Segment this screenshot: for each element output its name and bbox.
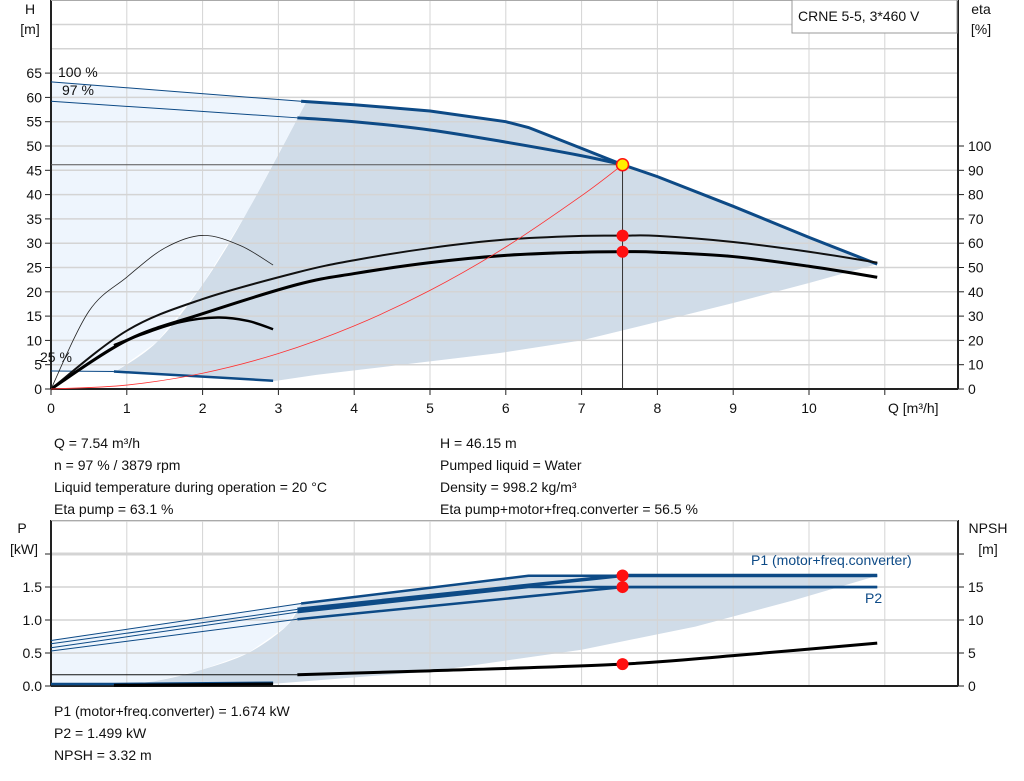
info-p1: P1 (motor+freq.converter) = 1.674 kW bbox=[54, 703, 290, 719]
h-tick-label: 65 bbox=[26, 65, 42, 81]
p2-series-label: P2 bbox=[865, 590, 882, 606]
eta-total-min-curve bbox=[113, 316, 274, 347]
npsh-tick-label: 15 bbox=[968, 579, 984, 595]
info-density: Density = 998.2 kg/m³ bbox=[440, 479, 577, 495]
q-tick-label: 10 bbox=[801, 400, 817, 416]
system-curve bbox=[50, 164, 623, 390]
power-curve-thin-P1_100 bbox=[50, 603, 302, 641]
curve-label-25: 25 % bbox=[40, 349, 72, 365]
eta-tick-label: 0 bbox=[968, 381, 976, 397]
p-tick-label: 0.5 bbox=[23, 645, 43, 661]
h-curve-25 bbox=[113, 370, 274, 382]
q-tick-label: 6 bbox=[502, 400, 510, 416]
info-eta-pump: Eta pump = 63.1 % bbox=[54, 501, 174, 517]
h-tick-label: 30 bbox=[26, 235, 42, 251]
npsh-min-curve bbox=[113, 682, 274, 687]
h-tick-label: 45 bbox=[26, 162, 42, 178]
eta-axis-label: eta bbox=[971, 1, 991, 17]
eta-tick-label: 50 bbox=[968, 260, 984, 276]
eta-pump-curve bbox=[50, 234, 878, 390]
npsh-axis-unit: [m] bbox=[978, 541, 997, 557]
q-tick-label: 9 bbox=[729, 400, 737, 416]
eta-tick-label: 20 bbox=[968, 332, 984, 348]
info-h: H = 46.15 m bbox=[440, 435, 517, 451]
h-tick-label: 40 bbox=[26, 187, 42, 203]
h-tick-label: 50 bbox=[26, 138, 42, 154]
power-light-region bbox=[51, 603, 302, 686]
q-axis-label: Q [m³/h] bbox=[888, 400, 939, 416]
eta-total-marker bbox=[616, 245, 629, 258]
h-curve-25-thin bbox=[50, 370, 114, 372]
npsh-tick-label: 10 bbox=[968, 612, 984, 628]
p-axis-label: P bbox=[17, 520, 26, 536]
p-tick-label: 1.0 bbox=[23, 612, 43, 628]
npsh-tick-label: 0 bbox=[968, 678, 976, 694]
eta-total-curve bbox=[50, 250, 878, 391]
info-temperature: Liquid temperature during operation = 20… bbox=[54, 479, 327, 495]
h-tick-label: 60 bbox=[26, 89, 42, 105]
h-axis-unit: [m] bbox=[20, 21, 39, 37]
p1-series-label: P1 (motor+freq.converter) bbox=[751, 552, 912, 568]
p-tick-label: 0.0 bbox=[23, 678, 43, 694]
q-tick-label: 2 bbox=[199, 400, 207, 416]
speed-range-light-region bbox=[51, 81, 307, 373]
h-tick-label: 35 bbox=[26, 211, 42, 227]
info-speed: n = 97 % / 3879 rpm bbox=[54, 457, 181, 473]
p2-marker bbox=[616, 581, 629, 594]
p-axis-unit: [kW] bbox=[10, 541, 38, 557]
eta-tick-label: 40 bbox=[968, 284, 984, 300]
h-tick-label: 10 bbox=[26, 332, 42, 348]
power-curve-thin-P2_100 bbox=[50, 611, 298, 649]
q-tick-label: 0 bbox=[47, 400, 55, 416]
eta-tick-label: 90 bbox=[968, 162, 984, 178]
h-tick-label: 20 bbox=[26, 284, 42, 300]
q-tick-label: 8 bbox=[654, 400, 662, 416]
eta-pump-min-curve bbox=[50, 235, 274, 390]
p-tick-label: 1.5 bbox=[23, 579, 43, 595]
npsh-tick-label: 5 bbox=[968, 645, 976, 661]
eta-axis-unit: [%] bbox=[971, 21, 991, 37]
eta-tick-label: 70 bbox=[968, 211, 984, 227]
info-liquid: Pumped liquid = Water bbox=[440, 457, 582, 473]
eta-tick-label: 100 bbox=[968, 138, 992, 154]
q-tick-label: 1 bbox=[123, 400, 131, 416]
eta-tick-label: 80 bbox=[968, 187, 984, 203]
info-p2: P2 = 1.499 kW bbox=[54, 725, 147, 741]
duty-info-right: H = 46.15 m Pumped liquid = Water Densit… bbox=[440, 432, 698, 520]
info-npsh: NPSH = 3.32 m bbox=[54, 747, 152, 763]
eta-tick-label: 60 bbox=[968, 235, 984, 251]
h-tick-label: 0 bbox=[34, 381, 42, 397]
h-curve-97 bbox=[297, 116, 623, 167]
h-tick-label: 15 bbox=[26, 308, 42, 324]
duty-info-left: Q = 7.54 m³/h n = 97 % / 3879 rpm Liquid… bbox=[54, 432, 327, 520]
q-tick-label: 3 bbox=[275, 400, 283, 416]
duty-point-marker bbox=[615, 157, 630, 172]
curve-label-97: 97 % bbox=[62, 82, 94, 98]
eta-pump-marker bbox=[616, 229, 629, 242]
q-tick-label: 4 bbox=[350, 400, 358, 416]
q-tick-label: 7 bbox=[578, 400, 586, 416]
h-tick-label: 5 bbox=[34, 357, 42, 373]
eta-tick-label: 30 bbox=[968, 308, 984, 324]
h-curve-100 bbox=[301, 99, 878, 266]
h-curve-97-thin bbox=[50, 100, 298, 119]
power-curve-thin-P1_97 bbox=[50, 608, 298, 645]
h-axis-label: H bbox=[25, 1, 35, 17]
curve-label-100: 100 % bbox=[58, 64, 98, 80]
power-info: P1 (motor+freq.converter) = 1.674 kW P2 … bbox=[54, 700, 290, 766]
h-tick-label: 55 bbox=[26, 114, 42, 130]
eta-tick-label: 10 bbox=[968, 357, 984, 373]
p1-marker bbox=[616, 569, 629, 582]
npsh-marker bbox=[616, 658, 629, 671]
h-tick-label: 25 bbox=[26, 260, 42, 276]
info-q: Q = 7.54 m³/h bbox=[54, 435, 140, 451]
info-eta-total: Eta pump+motor+freq.converter = 56.5 % bbox=[440, 501, 698, 517]
chart-title: CRNE 5-5, 3*460 V bbox=[798, 8, 920, 24]
title-box bbox=[791, 0, 958, 34]
power-curve-thin-P2_97 bbox=[50, 618, 298, 652]
npsh-axis-label: NPSH bbox=[969, 520, 1008, 536]
q-tick-label: 5 bbox=[426, 400, 434, 416]
h-curve-100-thin bbox=[50, 81, 302, 102]
